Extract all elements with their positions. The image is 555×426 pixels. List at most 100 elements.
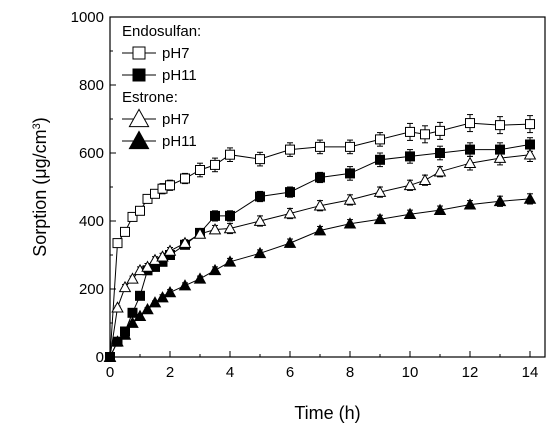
data-point [208, 263, 222, 276]
data-point [210, 159, 220, 170]
legend-marker [132, 68, 146, 82]
data-point [525, 119, 535, 130]
data-point [405, 151, 415, 162]
data-point [373, 212, 387, 225]
data-point [135, 205, 145, 216]
x-tick-label: 4 [226, 364, 234, 381]
data-point [343, 193, 357, 205]
data-point [463, 156, 477, 169]
x-tick-label: 2 [166, 364, 174, 381]
data-point [285, 187, 295, 198]
data-point [178, 236, 192, 248]
data-point [523, 148, 537, 160]
series-line [109, 122, 531, 358]
legend-group-title: Endosulfan: [122, 23, 201, 40]
data-point [405, 126, 415, 137]
data-point [163, 285, 177, 298]
data-point [285, 144, 295, 155]
data-point [225, 149, 235, 160]
data-point [163, 244, 177, 256]
data-point [403, 207, 417, 220]
data-point [223, 255, 237, 267]
data-point [420, 129, 430, 140]
data-point [112, 238, 123, 249]
data-point [465, 144, 475, 155]
data-point [255, 154, 265, 165]
data-point [118, 328, 132, 340]
data-point [150, 188, 160, 199]
x-tick-label: 6 [286, 364, 294, 381]
y-tick-label: 600 [79, 145, 104, 162]
data-point [127, 307, 138, 318]
y-axis-title-close: ) [30, 117, 50, 123]
data-point [135, 290, 145, 301]
axes: 0 2 4 6 8 10 12 14 0 200 400 600 800 1000 [71, 9, 546, 381]
data-point [141, 302, 154, 315]
data-point [120, 226, 130, 237]
x-tick-label: 8 [346, 364, 354, 381]
data-point [118, 280, 132, 293]
x-tick-label: 14 [522, 364, 539, 381]
data-point [255, 191, 265, 202]
data-point [435, 148, 445, 158]
legend-marker [128, 130, 150, 150]
data-point [111, 301, 124, 313]
data-point [418, 173, 432, 186]
data-point [165, 180, 175, 191]
series-estrone-ph11 [103, 192, 537, 362]
data-point [493, 151, 507, 163]
legend-label: pH11 [162, 133, 197, 150]
data-point [141, 260, 154, 272]
y-axis-title: Sorption (μg/cm3) [30, 117, 50, 257]
y-tick-label: 800 [79, 77, 104, 94]
series-line [109, 198, 531, 358]
y-tick-label: 400 [79, 213, 104, 230]
data-point [178, 279, 192, 291]
data-point [156, 250, 169, 262]
plot-area [103, 114, 537, 362]
data-point [210, 210, 220, 221]
data-point [465, 118, 475, 129]
y-tick-label: 200 [79, 281, 104, 298]
series-estrone-ph7 [103, 147, 537, 362]
data-point [253, 246, 267, 259]
x-tick-label: 10 [402, 364, 419, 381]
x-tick-label: 12 [462, 364, 479, 381]
legend-marker [128, 108, 150, 128]
data-point [435, 125, 445, 136]
data-point [126, 316, 139, 328]
data-point [283, 207, 297, 219]
data-point [133, 309, 147, 322]
data-point [180, 173, 190, 184]
data-point [493, 194, 507, 207]
data-point [127, 211, 138, 222]
data-point [313, 224, 327, 236]
y-axis-title-main: Sorption (μg/cm [30, 129, 50, 256]
legend-group-title: Estrone: [122, 89, 178, 106]
data-point [433, 165, 447, 177]
y-tick-label: 1000 [71, 9, 104, 26]
data-point [126, 272, 139, 284]
data-point [195, 165, 205, 175]
data-point [375, 134, 385, 145]
data-point [193, 272, 207, 284]
data-point [283, 236, 297, 248]
legend-label: pH7 [162, 111, 190, 128]
data-point [315, 172, 325, 183]
data-point [403, 178, 417, 191]
legend: Endosulfan: pH7 pH11 Estrone: pH7 pH11 [122, 23, 201, 150]
data-point [223, 222, 237, 234]
data-point [225, 210, 235, 221]
legend-marker [132, 46, 146, 60]
data-point [315, 141, 325, 152]
y-axis-title-superscript: 3 [31, 123, 43, 129]
data-point [142, 193, 153, 204]
data-point [208, 223, 222, 235]
data-point [433, 203, 447, 215]
y-tick-label: 0 [96, 349, 104, 366]
data-point [523, 192, 537, 204]
x-tick-label: 0 [106, 364, 114, 381]
data-point [345, 168, 355, 179]
data-point [111, 335, 124, 347]
